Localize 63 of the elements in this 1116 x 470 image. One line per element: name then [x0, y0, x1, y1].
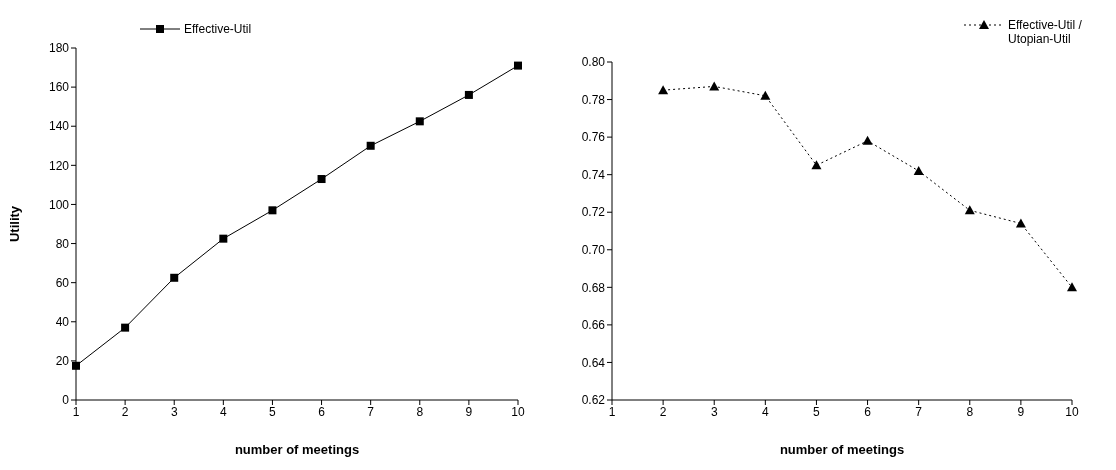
y-tick-label: 0.62: [581, 393, 606, 408]
x-tick-label: 4: [219, 404, 227, 419]
y-tick-label: 0.76: [581, 130, 606, 145]
x-tick-label: 7: [915, 404, 923, 419]
y-tick-label: 100: [48, 197, 70, 212]
point: [219, 234, 228, 243]
x-tick-label: 1: [608, 404, 616, 419]
x-tick-label: 3: [170, 404, 178, 419]
x-axis-title: number of meetings: [234, 442, 360, 457]
point: [811, 160, 822, 170]
y-tick-label: 0.70: [581, 243, 606, 258]
point: [760, 90, 771, 100]
point: [1067, 282, 1077, 292]
x-tick-label: 7: [367, 404, 375, 419]
x-tick-label: 5: [813, 404, 821, 419]
legend-label: Effective-Util: [184, 22, 252, 36]
x-tick-label: 3: [710, 404, 718, 419]
point: [72, 361, 80, 370]
point: [317, 175, 326, 184]
y-tick-label: 0.66: [581, 318, 606, 333]
legend-label: Effective-Util / Utopian-Util: [1008, 18, 1083, 46]
point: [514, 61, 522, 70]
y-tick-label: 140: [48, 119, 70, 134]
y-axis-title: Utility: [6, 205, 22, 243]
point: [964, 205, 975, 215]
point: [464, 90, 473, 99]
x-tick-label: 2: [121, 404, 129, 419]
point: [913, 165, 924, 175]
x-tick-label: 10: [511, 404, 525, 419]
point: [862, 135, 873, 145]
x-tick-label: 6: [864, 404, 872, 419]
y-tick-label: 0: [62, 393, 70, 408]
x-tick-label: 8: [416, 404, 424, 419]
point: [658, 85, 669, 95]
point: [415, 117, 424, 126]
point: [170, 273, 179, 282]
y-tick-label: 120: [48, 158, 70, 173]
y-tick-label: 80: [55, 236, 70, 251]
y-tick-label: 0.72: [581, 205, 606, 220]
point: [121, 323, 130, 332]
point: [268, 206, 277, 215]
x-tick-label: 6: [318, 404, 326, 419]
x-tick-label: 2: [659, 404, 667, 419]
x-tick-label: 5: [269, 404, 277, 419]
x-tick-label: 4: [761, 404, 769, 419]
y-tick-label: 60: [55, 275, 70, 290]
x-tick-label: 1: [72, 404, 80, 419]
y-tick-label: 20: [55, 354, 70, 369]
y-tick-label: 40: [55, 315, 70, 330]
y-tick-label: 0.80: [581, 55, 606, 70]
x-axis-title: number of meetings: [779, 442, 905, 457]
x-tick-label: 10: [1065, 404, 1079, 419]
point: [366, 141, 375, 150]
y-tick-label: 0.64: [581, 355, 606, 370]
x-tick-label: 9: [1017, 404, 1025, 419]
y-tick-label: 160: [48, 80, 70, 95]
y-tick-label: 0.74: [581, 167, 606, 182]
y-tick-label: 180: [48, 41, 70, 56]
x-tick-label: 8: [966, 404, 974, 419]
x-tick-label: 9: [465, 404, 473, 419]
y-tick-label: 0.68: [581, 280, 606, 295]
y-tick-label: 0.78: [581, 92, 606, 107]
point: [709, 81, 720, 91]
